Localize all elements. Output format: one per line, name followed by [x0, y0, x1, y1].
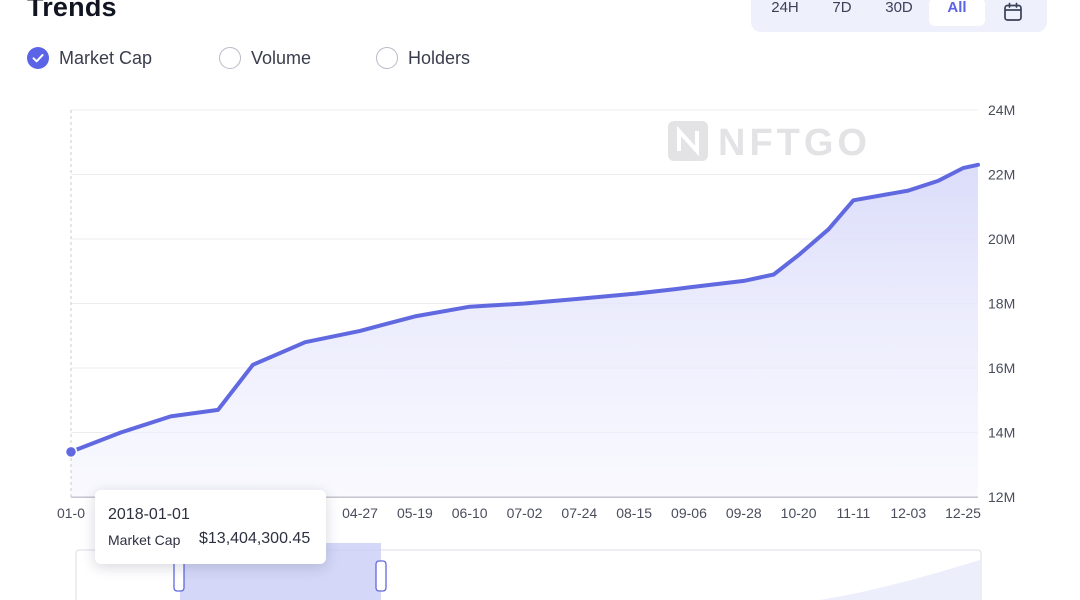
toggle-volume[interactable]: Volume — [219, 46, 311, 70]
tooltip-metric-value: $13,404,300.45 — [199, 530, 311, 547]
page-title: Trends — [27, 0, 117, 22]
hover-point[interactable] — [64, 445, 78, 459]
toggle-label: Holders — [408, 47, 471, 68]
x-tick-label: 01-0 — [57, 505, 85, 521]
x-tick-label: 06-10 — [452, 505, 488, 521]
range-30d-button[interactable]: 30D — [885, 0, 913, 16]
x-tick-label: 12-25 — [945, 505, 981, 521]
toggle-label: Market Cap — [59, 47, 153, 68]
x-tick-label: 09-06 — [671, 505, 707, 521]
y-tick-label: 12M — [988, 489, 1015, 505]
x-tick-label: 11-11 — [837, 505, 871, 521]
chart-tooltip: 2018-01-01 Market Cap $13,404,300.45 — [95, 490, 326, 564]
y-axis: 24M 22M 20M 18M 16M 14M 12M — [988, 102, 1015, 505]
range-all-button[interactable]: All — [929, 0, 985, 26]
y-tick-label: 14M — [988, 425, 1015, 441]
y-tick-label: 16M — [988, 360, 1015, 376]
x-tick-label: 09-28 — [726, 505, 762, 521]
x-tick-label: 10-20 — [781, 505, 817, 521]
time-range-selector: 24H 7D 30D All — [751, 0, 1047, 32]
x-tick-label: 05-19 — [397, 505, 433, 521]
watermark-text: NFTGO — [718, 122, 871, 164]
x-tick-label: 08-15 — [616, 505, 652, 521]
y-tick-label: 18M — [988, 296, 1015, 312]
nftgo-watermark: NFTGO — [668, 121, 871, 164]
y-tick-label: 22M — [988, 167, 1015, 183]
y-tick-label: 24M — [988, 102, 1015, 118]
x-tick-label: 12-03 — [890, 505, 926, 521]
tooltip-metric-label: Market Cap — [108, 532, 181, 548]
series-area — [71, 164, 978, 498]
navigator-left-handle[interactable] — [173, 560, 185, 592]
toggle-holders[interactable]: Holders — [376, 46, 470, 70]
toggle-market-cap[interactable]: Market Cap — [27, 46, 152, 70]
y-tick-label: 20M — [988, 231, 1015, 247]
series-line — [69, 162, 980, 454]
range-24h-button[interactable]: 24H — [771, 0, 799, 16]
navigator-right-handle[interactable] — [375, 560, 387, 592]
x-tick-label: 07-02 — [507, 505, 543, 521]
x-tick-label: 04-27 — [342, 505, 378, 521]
radio-icon — [219, 47, 241, 69]
calendar-icon[interactable] — [1003, 2, 1023, 22]
range-7d-button[interactable]: 7D — [832, 0, 852, 16]
x-tick-label: 07-24 — [561, 505, 597, 521]
x-axis: 01-0 04-27 05-19 06-10 07-02 07-24 08-15 09-06 0… — [57, 505, 981, 521]
tooltip-date: 2018-01-01 — [108, 506, 190, 523]
radio-icon — [376, 47, 398, 69]
toggle-label: Volume — [251, 47, 312, 68]
checked-icon — [27, 47, 49, 69]
